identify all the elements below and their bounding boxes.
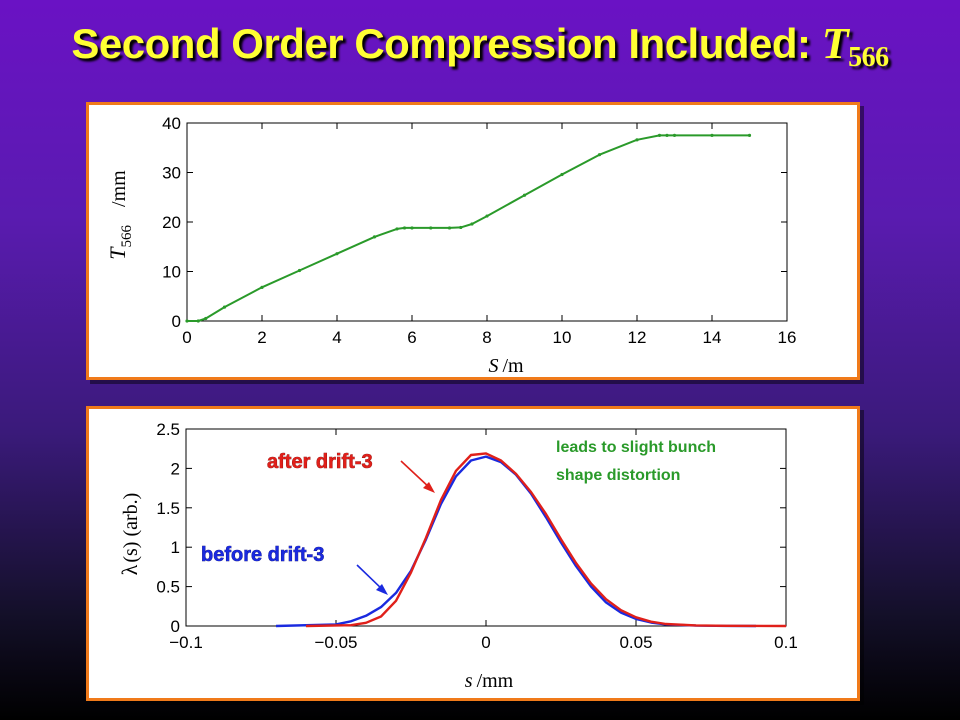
y-axis-label: λ(s) (arb.): [117, 493, 142, 576]
x-tick-label: 0: [182, 328, 191, 347]
data-point: [710, 133, 714, 137]
y-tick-label: 20: [162, 213, 181, 232]
y-tick-label: 1.5: [156, 499, 180, 518]
data-point: [410, 226, 414, 230]
svg-text:T566/mm: T566/mm: [105, 170, 135, 260]
x-tick-label: 2: [257, 328, 266, 347]
data-point: [657, 133, 662, 137]
title-variable: T: [821, 19, 849, 68]
series-line: [187, 134, 750, 322]
t566-chart: S/m T566/mm 0 2 4 6 8 10 12 14 16 0 10 20 30 40: [105, 114, 797, 377]
chart-panel-lambda: s/mm λ(s) (arb.) after drift-3 before dr…: [86, 406, 860, 701]
data-point: [222, 305, 227, 309]
y-tick-label: 30: [162, 164, 181, 183]
data-point: [204, 316, 208, 321]
note-line-1: leads to slight bunch: [556, 439, 716, 456]
title-text: Second Order Compression Included:: [71, 20, 822, 67]
x-axis-label: S/m: [488, 355, 524, 377]
y-tick-label: 2: [171, 459, 180, 478]
data-point: [260, 285, 264, 289]
x-tick-label: 10: [553, 328, 572, 347]
data-point: [635, 138, 639, 142]
x-tick-label: 8: [482, 328, 491, 347]
chart-panel-t566: S/m T566/mm 0 2 4 6 8 10 12 14 16 0 10 20 30 40: [86, 102, 860, 380]
title-subscript: 566: [848, 42, 889, 73]
x-tick-label: 4: [332, 328, 341, 347]
data-point: [372, 235, 377, 239]
data-point: [470, 222, 474, 226]
data-point: [665, 133, 669, 137]
data-point: [447, 226, 452, 230]
slide-title: Second Order Compression Included: T566: [0, 18, 960, 73]
y-tick-label: 0: [172, 312, 181, 331]
x-tick-label: 14: [703, 328, 722, 347]
y-tick-label: 0.5: [156, 578, 180, 597]
x-tick-label: 0.05: [619, 633, 652, 652]
data-point: [429, 226, 433, 230]
x-tick-label: 12: [628, 328, 647, 347]
data-point: [185, 319, 189, 323]
data-point: [335, 252, 339, 256]
data-point: [196, 319, 200, 323]
data-point: [297, 268, 302, 273]
data-point: [747, 133, 752, 137]
y-tick-label: 40: [162, 114, 181, 133]
x-axis-label: s/mm: [465, 670, 514, 692]
after-drift-arrow: [400, 460, 435, 493]
series-line-before-drift-3: [275, 455, 757, 628]
y-tick-label: 1: [171, 538, 180, 557]
data-point: [485, 214, 489, 218]
after-drift-label: after drift-3: [267, 451, 373, 473]
data-point: [402, 226, 407, 230]
x-tick-label: −0.1: [169, 633, 203, 652]
lambda-chart: s/mm λ(s) (arb.) after drift-3 before dr…: [117, 420, 798, 692]
x-tick-label: 0: [481, 633, 490, 652]
data-point: [672, 133, 677, 137]
x-tick-label: 16: [778, 328, 797, 347]
data-point: [395, 227, 399, 231]
before-drift-label: before drift-3: [201, 544, 324, 566]
data-point: [522, 193, 527, 197]
plot-frame: [186, 122, 788, 322]
data-point: [459, 225, 463, 230]
y-tick-label: 2.5: [156, 420, 180, 439]
note-line-2: shape distortion: [556, 467, 680, 484]
svg-text:λ(s) (arb.): λ(s) (arb.): [117, 493, 142, 576]
x-tick-label: 6: [407, 328, 416, 347]
y-tick-label: 0: [171, 617, 180, 636]
y-tick-label: 10: [162, 263, 181, 282]
data-point: [560, 172, 564, 177]
data-point: [597, 153, 602, 157]
x-tick-label: −0.05: [314, 633, 357, 652]
y-axis-label: T566/mm: [105, 170, 135, 260]
series-line-after-drift-3: [305, 452, 787, 628]
before-drift-arrow: [356, 564, 388, 595]
x-tick-label: 0.1: [774, 633, 798, 652]
